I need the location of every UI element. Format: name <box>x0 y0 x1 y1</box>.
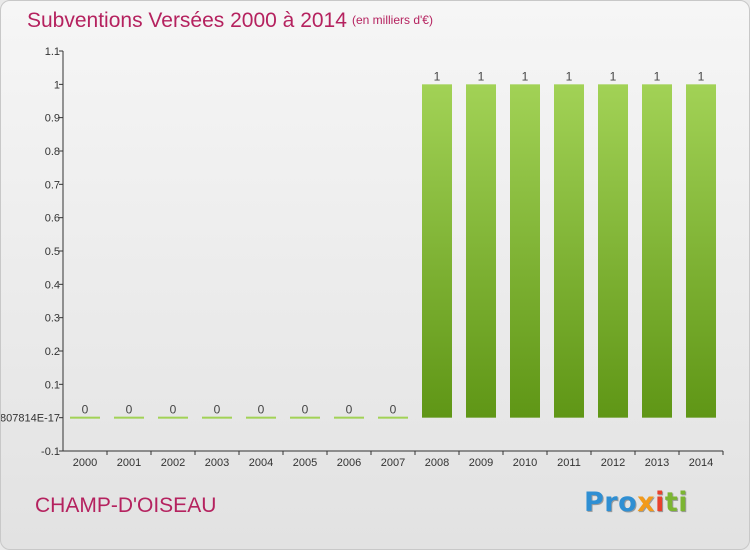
bar <box>642 84 672 418</box>
data-label: 0 <box>346 403 353 417</box>
bar <box>510 84 540 418</box>
x-tick-label: 2007 <box>381 457 405 469</box>
bar <box>290 416 320 419</box>
logo-part-pro: Pro <box>584 487 638 518</box>
data-label: 1 <box>610 69 617 83</box>
x-tick-label: 2003 <box>205 457 229 469</box>
bar <box>70 416 100 419</box>
y-tick-label: 0.1 <box>45 379 60 391</box>
x-tick-label: 2000 <box>73 457 97 469</box>
y-tick-label: 0.2 <box>45 346 60 358</box>
data-label: 1 <box>566 69 573 83</box>
data-label: 0 <box>302 403 309 417</box>
x-tick-label: 2006 <box>337 457 361 469</box>
bar <box>334 416 364 419</box>
bar <box>598 84 628 418</box>
y-tick-label: 0.4 <box>45 279 60 291</box>
data-label: 1 <box>478 69 485 83</box>
commune-name: CHAMP-D'OISEAU <box>35 494 217 517</box>
y-tick-label: 0.6 <box>45 213 60 225</box>
y-tick-label: -0.1 <box>41 446 60 458</box>
x-tick-label: 2010 <box>513 457 537 469</box>
y-tick-label: 1.3877787807814E-17 <box>1 413 60 425</box>
x-tick-label: 2014 <box>689 457 713 469</box>
logo-part-ti: ti <box>664 487 689 518</box>
data-label: 1 <box>522 69 529 83</box>
data-label: 1 <box>698 69 705 83</box>
data-label: 0 <box>214 403 221 417</box>
data-label: 1 <box>654 69 661 83</box>
bar <box>378 416 408 419</box>
data-label: 0 <box>390 403 397 417</box>
x-tick-label: 2002 <box>161 457 185 469</box>
bar <box>554 84 584 418</box>
bar <box>158 416 188 419</box>
y-tick-label: 1 <box>54 79 60 91</box>
bar <box>422 84 452 418</box>
x-tick-label: 2011 <box>557 457 581 469</box>
data-label: 0 <box>170 403 177 417</box>
chart-unit: (en milliers d'€) <box>352 13 433 27</box>
y-tick-label: 0.5 <box>45 246 60 258</box>
y-tick-label: 0.7 <box>45 179 60 191</box>
proxiti-logo[interactable]: Proxiti <box>584 487 688 518</box>
bar <box>246 416 276 419</box>
x-tick-label: 2013 <box>645 457 669 469</box>
bar <box>686 84 716 418</box>
bar <box>466 84 496 418</box>
chart-title: Subventions Versées 2000 à 2014 <box>27 9 347 32</box>
bar <box>114 416 144 419</box>
y-tick-label: 0.3 <box>45 313 60 325</box>
y-tick-label: 0.9 <box>45 113 60 125</box>
x-tick-label: 2005 <box>293 457 317 469</box>
x-tick-label: 2008 <box>425 457 449 469</box>
x-tick-label: 2009 <box>469 457 493 469</box>
logo-part-x: x <box>637 487 656 518</box>
data-label: 0 <box>126 403 133 417</box>
data-label: 0 <box>82 403 89 417</box>
y-tick-label: 0.8 <box>45 146 60 158</box>
data-label: 1 <box>434 69 441 83</box>
x-tick-label: 2001 <box>117 457 141 469</box>
y-tick-label: 1.1 <box>45 46 60 58</box>
logo-part-i: i <box>655 487 665 518</box>
bar <box>202 416 232 419</box>
data-label: 0 <box>258 403 265 417</box>
x-tick-label: 2012 <box>601 457 625 469</box>
x-tick-label: 2004 <box>249 457 273 469</box>
